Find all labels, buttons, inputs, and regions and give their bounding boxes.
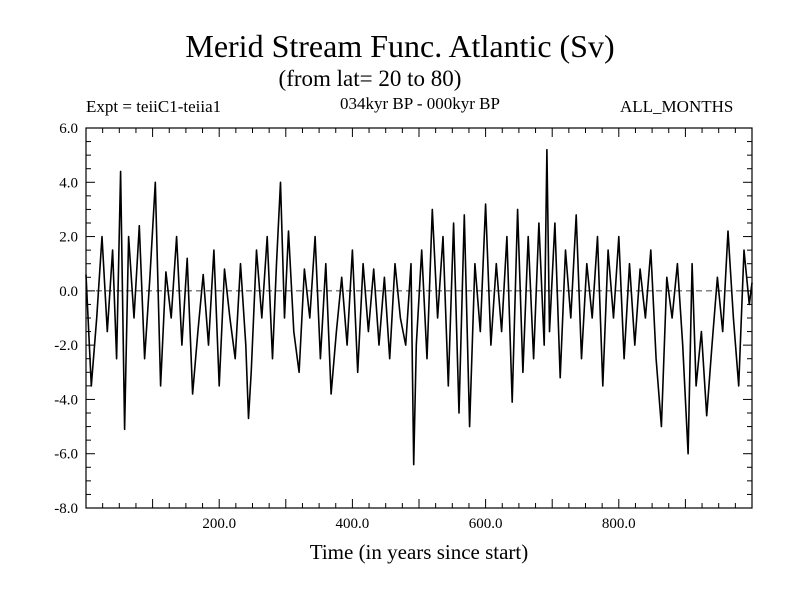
experiment-label: Expt = teiiC1-teiia1 <box>86 97 222 116</box>
y-tick-label: -6.0 <box>54 447 78 463</box>
x-tick-label: 400.0 <box>336 516 370 532</box>
y-tick-label: 4.0 <box>59 175 78 191</box>
y-tick-label: 0.0 <box>59 284 78 300</box>
y-tick-label: 2.0 <box>59 230 78 246</box>
x-tick-label: 800.0 <box>602 516 636 532</box>
y-tick-label: -8.0 <box>54 501 78 517</box>
x-tick-label: 600.0 <box>469 516 503 532</box>
x-axis-label: Time (in years since start) <box>309 540 529 564</box>
chart-subtitle: (from lat= 20 to 80) <box>278 66 462 91</box>
x-tick-label: 200.0 <box>202 516 236 532</box>
y-tick-label: 6.0 <box>59 121 78 137</box>
y-tick-label: -2.0 <box>54 338 78 354</box>
chart-title: Merid Stream Func. Atlantic (Sv) <box>185 28 615 64</box>
y-tick-label: -4.0 <box>54 392 78 408</box>
months-label: ALL_MONTHS <box>620 97 734 116</box>
plot-frame <box>85 127 753 509</box>
time-range-label: 034kyr BP - 000kyr BP <box>340 94 500 113</box>
data-series-line-1 <box>85 148 753 466</box>
